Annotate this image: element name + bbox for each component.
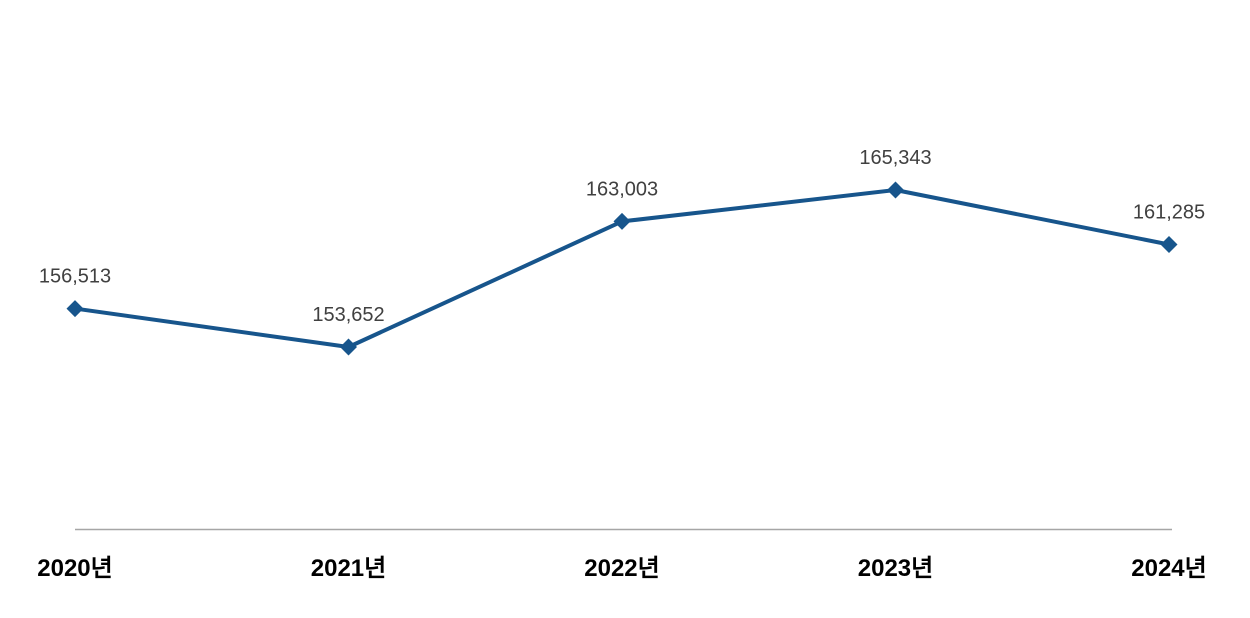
data-point-label: 153,652: [312, 304, 384, 326]
x-axis-tick-label: 2023년: [858, 555, 933, 582]
data-point-marker: [1160, 235, 1178, 253]
x-axis-tick-label: 2024년: [1131, 555, 1206, 582]
data-point-label: 163,003: [586, 178, 658, 200]
data-point-label: 156,513: [39, 266, 111, 288]
data-point-marker: [613, 212, 631, 230]
data-point-label: 161,285: [1133, 201, 1205, 223]
data-point-marker: [887, 181, 904, 199]
x-axis-tick-label: 2020년: [37, 555, 112, 582]
data-point-marker: [340, 338, 357, 356]
x-axis-tick-label: 2021년: [311, 555, 386, 582]
x-axis-tick-label: 2022년: [584, 555, 659, 582]
data-point-marker: [66, 300, 84, 318]
data-point-label: 165,343: [859, 147, 931, 169]
